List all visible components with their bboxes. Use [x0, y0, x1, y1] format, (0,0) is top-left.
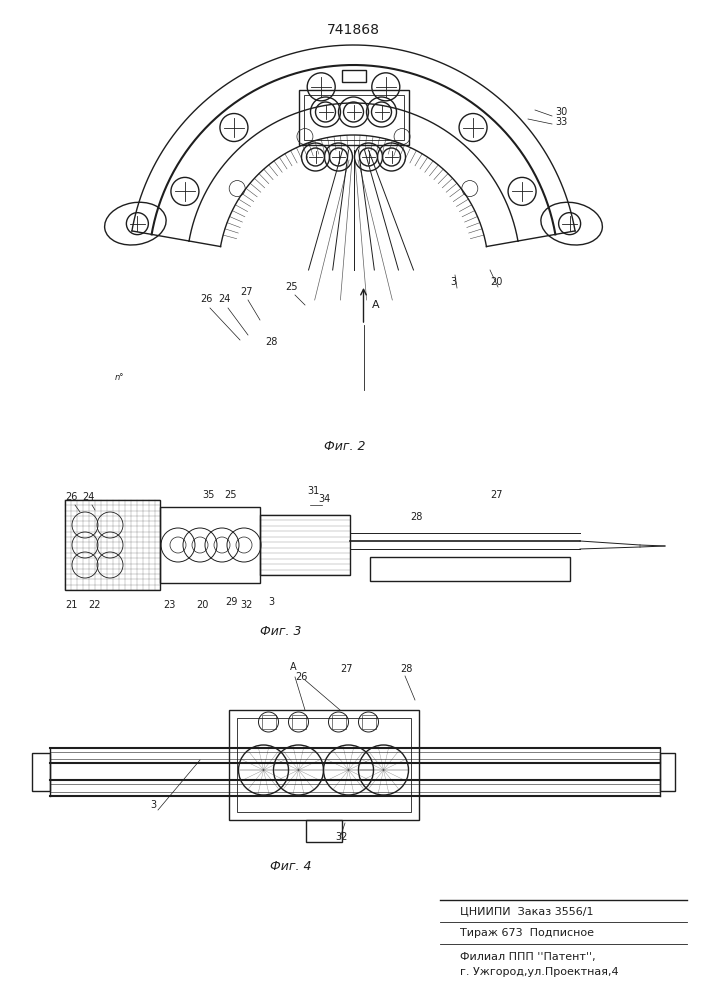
Text: 22: 22	[88, 600, 100, 610]
Text: A: A	[371, 300, 379, 310]
Text: ЦНИИПИ  Заказ 3556/1: ЦНИИПИ Заказ 3556/1	[460, 906, 593, 916]
Text: Фиг. 3: Фиг. 3	[260, 625, 301, 638]
Text: 20: 20	[196, 600, 209, 610]
Text: 27: 27	[490, 490, 503, 500]
Text: 32: 32	[240, 600, 252, 610]
Text: 23: 23	[163, 600, 175, 610]
Bar	[228, 710, 419, 820]
Text: 33: 33	[555, 117, 567, 127]
Text: Тираж 673  Подписное: Тираж 673 Подписное	[460, 928, 594, 938]
Text: 20: 20	[490, 277, 503, 287]
Bar	[660, 753, 675, 791]
Text: Фиг. 4: Фиг. 4	[270, 860, 312, 873]
Text: 27: 27	[340, 664, 353, 674]
Text: 27: 27	[240, 287, 252, 297]
Text: 3: 3	[150, 800, 156, 810]
Text: 32: 32	[335, 832, 347, 842]
Text: 3: 3	[268, 597, 274, 607]
Text: 25: 25	[285, 282, 298, 292]
Text: 28: 28	[410, 512, 422, 522]
Bar	[160, 507, 260, 583]
Bar	[332, 715, 346, 729]
Text: Филиал ППП ''Патент'',: Филиал ППП ''Патент'',	[460, 952, 595, 962]
Text: 35: 35	[202, 490, 214, 500]
Bar	[305, 820, 341, 842]
Text: 26: 26	[295, 672, 308, 682]
Text: 28: 28	[265, 337, 277, 347]
Text: n°: n°	[115, 373, 124, 382]
Text: 29: 29	[225, 597, 238, 607]
Text: 24: 24	[218, 294, 230, 304]
Bar	[237, 718, 411, 812]
Bar	[291, 715, 305, 729]
Text: 21: 21	[65, 600, 77, 610]
Bar	[65, 500, 160, 590]
Text: 26: 26	[65, 492, 77, 502]
Bar	[32, 753, 50, 791]
Bar	[303, 95, 404, 140]
Bar	[341, 70, 366, 82]
Text: 24: 24	[82, 492, 94, 502]
Text: 741868: 741868	[327, 23, 380, 37]
Bar	[370, 557, 570, 581]
Text: 28: 28	[400, 664, 412, 674]
Text: г. Ужгород,ул.Проектная,4: г. Ужгород,ул.Проектная,4	[460, 967, 619, 977]
Text: 30: 30	[555, 107, 567, 117]
Bar	[262, 715, 276, 729]
Text: 3: 3	[450, 277, 456, 287]
Bar	[361, 715, 375, 729]
Text: 34: 34	[318, 494, 330, 504]
Text: 26: 26	[200, 294, 212, 304]
Text: Фиг. 2: Фиг. 2	[324, 440, 365, 453]
Bar	[260, 515, 350, 575]
Bar	[298, 90, 409, 145]
Text: 31: 31	[307, 486, 320, 496]
Text: A: A	[290, 662, 297, 672]
Text: 25: 25	[224, 490, 237, 500]
